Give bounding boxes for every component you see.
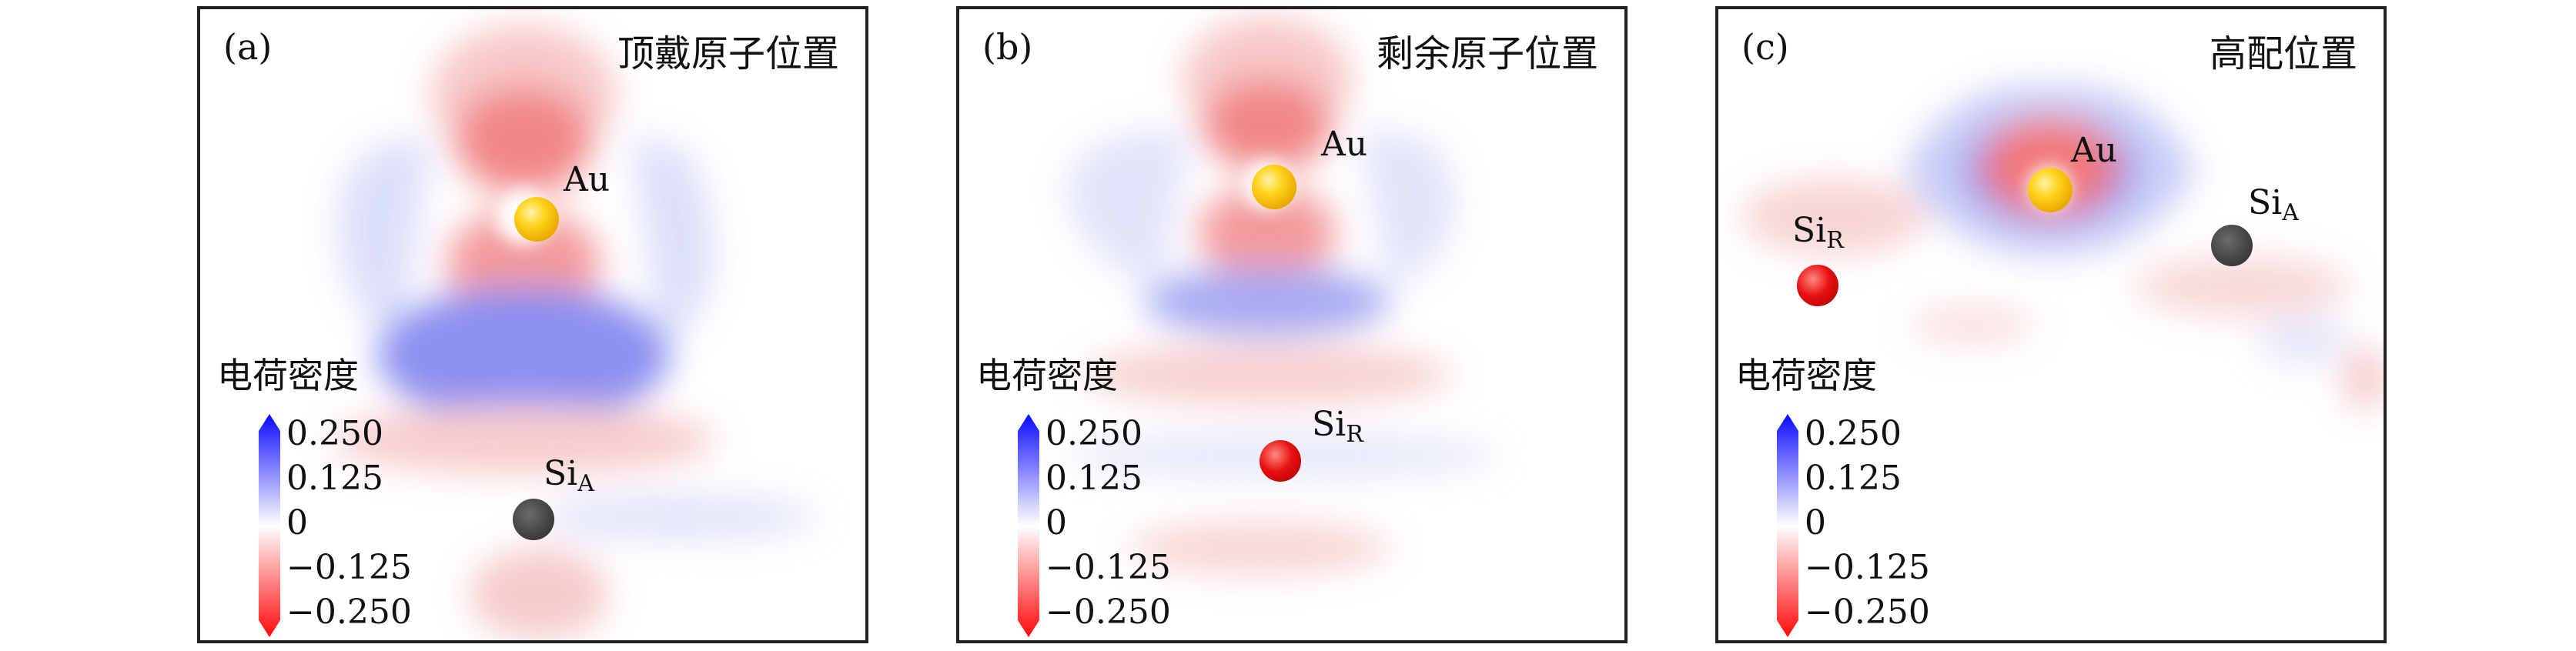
colorbar-title: 电荷密度 (1735, 355, 1877, 396)
si-a-atom (513, 499, 554, 540)
colorbar-tick: 0 (1045, 503, 1067, 542)
panel-title: 顶戴原子位置 (617, 32, 839, 75)
colorbar-tick: −0.250 (1045, 593, 1171, 632)
colorbar-tick: −0.250 (286, 593, 412, 632)
colorbar (1777, 414, 1798, 637)
colorbar-tick: 0.125 (1805, 459, 1902, 498)
si-a-label: SiA (544, 454, 594, 497)
si-a-label: SiA (2248, 183, 2299, 226)
charge-density-map-a (331, 25, 816, 640)
si-a-atom (2211, 225, 2253, 266)
colorbar-tick: 0.125 (1045, 459, 1142, 498)
colorbar-title: 电荷密度 (976, 355, 1118, 396)
au-label: Au (1321, 125, 1368, 164)
colorbar-tick: 0 (1805, 503, 1826, 542)
charge-density-map-b (1067, 17, 1498, 575)
colorbar-tick: −0.125 (1045, 548, 1171, 587)
panel-title: 高配位置 (2209, 32, 2357, 75)
panel-label: (a) (223, 26, 273, 68)
si-r-atom (1797, 265, 1838, 306)
panel-title: 剩余原子位置 (1376, 32, 1598, 75)
colorbar-tick: −0.125 (1805, 548, 1930, 587)
au-label: Au (2071, 131, 2118, 170)
panel-label: (b) (982, 26, 1033, 68)
panel-a: (a) 顶戴原子位置 Au SiA 电荷密度 0.250 0.125 0 −0.… (197, 6, 868, 643)
panel-label: (c) (1741, 26, 1789, 68)
panel-c: (c) 高配位置 Au SiR SiA 电荷密度 0.250 0.125 0 −… (1715, 6, 2387, 643)
colorbar-tick: −0.125 (286, 548, 412, 587)
colorbar-title: 电荷密度 (217, 355, 359, 396)
colorbar-tick: 0.250 (286, 414, 383, 453)
au-atom (2028, 168, 2073, 212)
colorbar-tick: 0.125 (286, 459, 383, 498)
panel-b: (b) 剩余原子位置 Au SiR 电荷密度 0.250 0.125 0 −0.… (956, 6, 1628, 643)
si-r-label: SiR (1792, 211, 1844, 254)
colorbar (1018, 414, 1039, 637)
colorbar-tick: 0.250 (1805, 414, 1902, 453)
si-r-label: SiR (1312, 405, 1363, 448)
colorbar-tick: −0.250 (1805, 593, 1930, 632)
colorbar-tick: 0 (286, 503, 308, 542)
au-atom (514, 197, 559, 242)
au-atom (1252, 165, 1296, 209)
colorbar-tick: 0.250 (1045, 414, 1142, 453)
colorbar (259, 414, 280, 637)
au-label: Au (564, 160, 611, 199)
si-r-atom (1260, 440, 1301, 482)
